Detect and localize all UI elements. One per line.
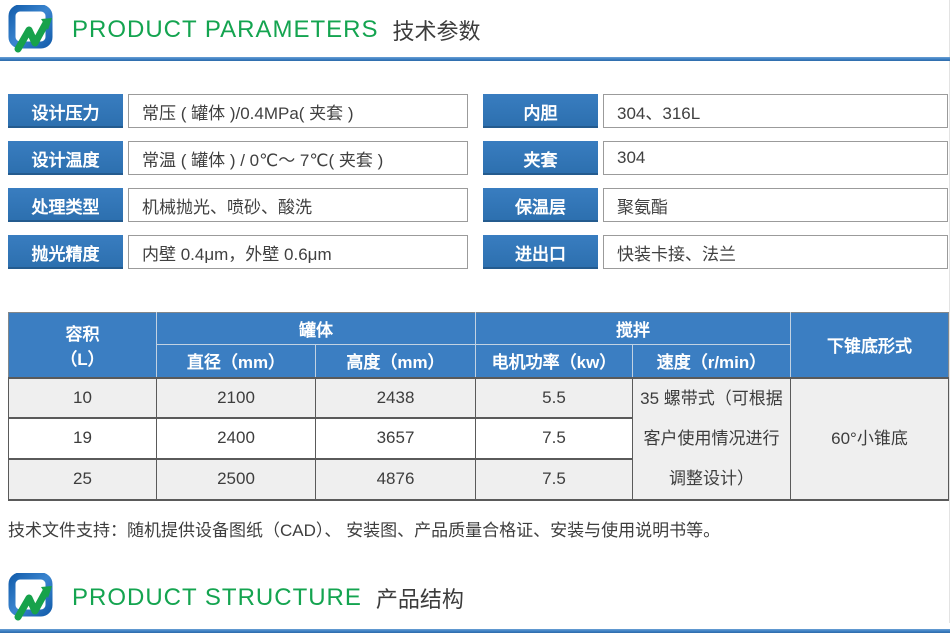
param-label: 设计温度: [8, 141, 123, 175]
col-group-tank: 罐体: [156, 312, 476, 345]
structure-section-header: PRODUCT STRUCTURE 产品结构: [0, 568, 950, 625]
param-row-inner-tank: 内胆 304、316L: [483, 94, 948, 128]
param-label: 处理类型: [8, 188, 123, 222]
cell-volume: 19: [8, 417, 157, 460]
param-label: 夹套: [483, 141, 598, 175]
col-header-speed: 速度（r/min）: [632, 344, 791, 378]
col-header-height: 高度（mm）: [315, 344, 476, 378]
section-divider: [0, 57, 950, 61]
col-header-cone-type: 下锥底形式: [790, 312, 949, 378]
cell-diameter: 2100: [156, 376, 316, 420]
cell-cone-type: 60°小锥底: [790, 376, 949, 501]
param-label: 设计压力: [8, 94, 123, 128]
param-value: 快装卡接、法兰: [603, 235, 948, 269]
tech-support-note: 技术文件支持：随机提供设备图纸（CAD）、 安装图、产品质量合格证、安装与使用说…: [8, 520, 721, 540]
table-row: 19 2400 3657 7.5: [8, 417, 949, 460]
cell-diameter: 2500: [156, 457, 316, 501]
col-group-stir: 搅拌: [475, 312, 791, 345]
section-title-en: PRODUCT STRUCTURE: [72, 583, 362, 611]
col-header-volume: 容积 （L）: [8, 312, 157, 378]
cell-power: 5.5: [475, 376, 633, 420]
cell-speed-note: 35 螺带式（可根据客户使用情况进行调整设计）: [632, 376, 791, 501]
brand-logo-icon: [8, 572, 53, 620]
param-value: 机械抛光、喷砂、酸洗: [128, 188, 468, 222]
table-row: 25 2500 4876 7.5: [8, 457, 949, 501]
brand-logo-icon: [8, 5, 53, 53]
param-row-treatment-type: 处理类型 机械抛光、喷砂、酸洗: [8, 188, 468, 222]
col-header-diameter: 直径（mm）: [156, 344, 316, 378]
spec-table: 容积 （L） 罐体 搅拌 下锥底形式 直径（mm） 高度（mm） 电机功率（kw…: [8, 312, 949, 501]
section-divider: [0, 628, 950, 633]
cell-power: 7.5: [475, 457, 633, 501]
parameters-section-header: PRODUCT PARAMETERS 技术参数: [0, 0, 950, 57]
parameter-grid: 设计压力 常压 ( 罐体 )/0.4MPa( 夹套 ) 设计温度 常温 ( 罐体…: [0, 61, 950, 282]
param-row-inlet-outlet: 进出口 快装卡接、法兰: [483, 235, 948, 269]
param-value: 常压 ( 罐体 )/0.4MPa( 夹套 ): [128, 94, 468, 128]
param-label: 抛光精度: [8, 235, 123, 269]
param-value: 常温 ( 罐体 ) / 0℃～ 7℃( 夹套 ): [128, 141, 468, 175]
table-row: 10 2100 2438 5.5 35 螺带式（可根据客户使用情况进行调整设计）…: [8, 376, 949, 501]
param-label: 内胆: [483, 94, 598, 128]
col-header-motor-power: 电机功率（kw）: [475, 344, 633, 378]
param-row-polish-precision: 抛光精度 内壁 0.4μm，外壁 0.6μm: [8, 235, 468, 269]
section-title-en: PRODUCT PARAMETERS: [72, 16, 379, 43]
cell-height: 2438: [315, 376, 476, 420]
param-row-jacket: 夹套 304: [483, 141, 948, 175]
cell-height: 4876: [315, 457, 476, 501]
section-title-zh: 技术参数: [392, 19, 481, 44]
param-row-insulation: 保温层 聚氨酯: [483, 188, 948, 222]
parameter-column-right: 内胆 304、316L 夹套 304 保温层 聚氨酯 进出口 快装卡接、法兰: [483, 94, 948, 282]
param-value: 304: [603, 141, 948, 175]
param-label: 保温层: [483, 188, 598, 222]
section-title-zh: 产品结构: [375, 586, 464, 612]
param-value: 内壁 0.4μm，外壁 0.6μm: [128, 235, 468, 269]
param-row-design-temperature: 设计温度 常温 ( 罐体 ) / 0℃～ 7℃( 夹套 ): [8, 141, 468, 175]
param-value: 304、316L: [603, 94, 948, 128]
cell-volume: 25: [8, 457, 157, 501]
spec-table-section: 容积 （L） 罐体 搅拌 下锥底形式 直径（mm） 高度（mm） 电机功率（kw…: [0, 282, 950, 501]
param-row-design-pressure: 设计压力 常压 ( 罐体 )/0.4MPa( 夹套 ): [8, 94, 468, 128]
param-value: 聚氨酯: [603, 188, 948, 222]
parameter-column-left: 设计压力 常压 ( 罐体 )/0.4MPa( 夹套 ) 设计温度 常温 ( 罐体…: [8, 94, 468, 282]
param-label: 进出口: [483, 235, 598, 269]
cell-power: 7.5: [475, 417, 633, 460]
cell-volume: 10: [8, 376, 157, 420]
cell-diameter: 2400: [156, 417, 316, 460]
cell-height: 3657: [315, 417, 476, 460]
